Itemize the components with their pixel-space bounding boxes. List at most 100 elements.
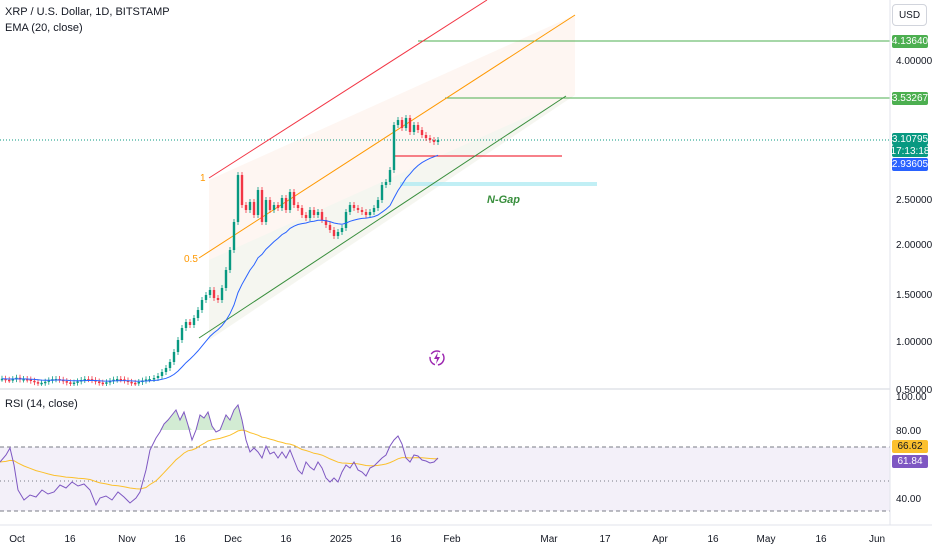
rsi-ma-tag: 66.62 xyxy=(892,440,928,453)
candle-body xyxy=(196,310,200,318)
candle-body xyxy=(296,205,300,208)
rsi-axis[interactable]: 100.00 80.00 40.00 xyxy=(896,392,927,505)
candle-body xyxy=(212,290,216,298)
candle-body xyxy=(360,210,364,212)
candle-body xyxy=(44,381,47,384)
candle-body xyxy=(424,135,428,138)
level-mid-tag: 3.53267 xyxy=(891,92,929,105)
candle-body xyxy=(156,376,160,378)
candle-body xyxy=(420,130,424,135)
candle-body xyxy=(396,120,400,125)
countdown-tag: 17:13:18 xyxy=(890,145,930,157)
rsi-axis-label: 40.00 xyxy=(896,494,921,505)
candle-body xyxy=(280,198,284,208)
time-axis[interactable]: Oct 16 Nov 16 Dec 16 2025 16 Feb Mar 17 Apr 16 May 16 J… xyxy=(9,534,885,545)
candle-body xyxy=(216,298,220,300)
time-axis-label: 16 xyxy=(390,534,402,545)
candle-body xyxy=(164,368,168,372)
candle-body xyxy=(260,190,264,222)
candle-body xyxy=(264,200,268,222)
candle-body xyxy=(324,220,328,225)
candle-body xyxy=(0,378,4,381)
candle-body xyxy=(284,198,288,210)
candle-body xyxy=(240,175,244,205)
candle-body xyxy=(336,232,340,236)
candle-body xyxy=(65,381,68,383)
rsi-ma-line xyxy=(0,429,438,490)
candle-body xyxy=(328,225,332,230)
candle-body xyxy=(348,205,352,212)
time-axis-label: 16 xyxy=(174,534,186,545)
symbol-title[interactable]: XRP / U.S. Dollar, 1D, BITSTAMP xyxy=(5,6,170,18)
candle-body xyxy=(116,379,119,381)
price-axis-label: 1.00000 xyxy=(896,337,932,348)
candle-body xyxy=(276,205,280,208)
candle-body xyxy=(320,212,324,220)
time-axis-label: Oct xyxy=(9,534,25,545)
ema-indicator-label[interactable]: EMA (20, close) xyxy=(5,22,83,34)
candle-body xyxy=(220,288,224,300)
candle-body xyxy=(200,300,204,310)
time-axis-label: Nov xyxy=(118,534,136,545)
time-axis-label: Feb xyxy=(443,534,461,545)
channel-mid-line[interactable] xyxy=(198,14,576,259)
candle-body xyxy=(188,322,192,325)
channel-top-line[interactable] xyxy=(208,0,488,179)
candle-body xyxy=(380,185,384,200)
time-axis-label: 16 xyxy=(815,534,827,545)
price-axis-label: 2.50000 xyxy=(896,195,932,206)
price-axis-label: 2.00000 xyxy=(896,240,932,251)
candle-body xyxy=(69,382,72,384)
rsi-tag: 61.84 xyxy=(892,455,928,468)
candle-body xyxy=(228,250,232,270)
candle-body xyxy=(40,382,43,385)
candle-body xyxy=(268,200,272,210)
candle-body xyxy=(98,381,101,384)
candle-body xyxy=(404,118,408,128)
candle-body xyxy=(184,322,188,328)
gap-box[interactable] xyxy=(400,182,597,186)
candle-body xyxy=(105,382,108,384)
channel-bottom-line[interactable] xyxy=(198,95,567,339)
candle-body xyxy=(119,379,122,381)
candle-body xyxy=(340,228,344,232)
rsi-indicator-label[interactable]: RSI (14, close) xyxy=(5,398,78,410)
candle-body xyxy=(101,382,104,385)
candle-body xyxy=(192,318,196,325)
time-axis-label: 2025 xyxy=(330,534,353,545)
candle-body xyxy=(252,202,256,215)
candle-body xyxy=(172,352,176,362)
price-axis[interactable]: 4.00000 2.50000 2.00000 1.50000 1.00000 0.500… xyxy=(896,56,932,396)
candle-body xyxy=(304,215,308,218)
candle-body xyxy=(87,379,90,381)
candle-body xyxy=(76,381,79,383)
candle-body xyxy=(134,382,137,385)
candle-body xyxy=(8,379,11,382)
candle-body xyxy=(224,270,228,288)
candle-body xyxy=(176,340,180,352)
candle-body xyxy=(123,379,126,381)
candle-body xyxy=(236,175,240,222)
candle-body xyxy=(29,379,32,382)
candle-body xyxy=(372,208,376,212)
candle-body xyxy=(36,382,40,384)
candle-body xyxy=(137,381,140,384)
candle-body xyxy=(208,290,212,295)
candle-body xyxy=(408,118,412,132)
gap-label: N-Gap xyxy=(487,194,520,206)
time-axis-label: 17 xyxy=(599,534,611,545)
candle-body xyxy=(292,192,296,205)
candle-body xyxy=(272,205,276,210)
currency-button[interactable]: USD xyxy=(892,4,927,26)
candle-body xyxy=(244,205,248,210)
ema-value-tag: 2.93605 xyxy=(891,158,929,171)
candle-body xyxy=(428,138,432,140)
candle-body xyxy=(256,190,260,215)
candle-body xyxy=(204,295,208,300)
candle-body xyxy=(144,379,148,381)
candle-body xyxy=(356,208,360,210)
lightning-icon[interactable] xyxy=(429,350,445,366)
candle-body xyxy=(368,212,372,215)
